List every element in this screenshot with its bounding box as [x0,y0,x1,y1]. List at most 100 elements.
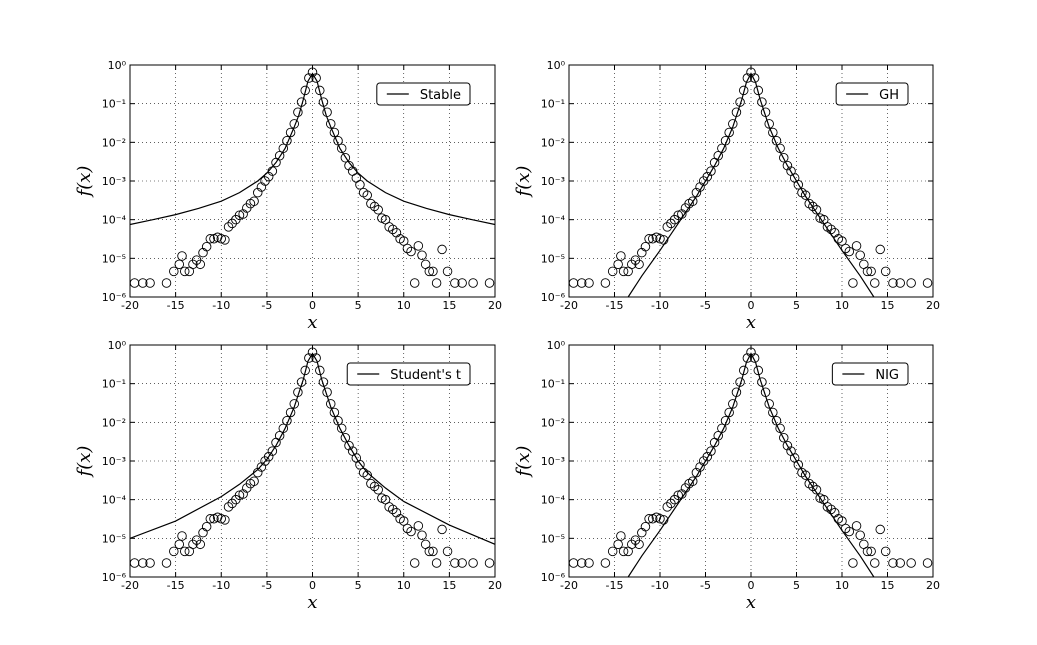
data-point [870,558,880,568]
data-point [457,278,467,288]
y-tick-label: 10⁻⁵ [541,252,565,265]
data-point [355,179,365,190]
data-point [713,430,723,441]
x-tick-label: 20 [488,579,502,592]
legend-label: GH [879,88,899,103]
y-tick-label: 10⁰ [547,339,566,352]
data-point [851,521,862,531]
x-tick-label: -15 [167,579,185,592]
data-point [640,521,651,532]
data-point [315,365,325,376]
data-point [220,515,230,525]
data-point [249,196,259,206]
subplot: -20 -15 -10 -5 0 5 10 15 20 10⁻⁶ 10⁻⁵ 10⁻⁴ 10⁻³ 10⁻² 1… [74,59,502,333]
x-tick-label: -5 [700,579,711,592]
data-point [300,85,310,96]
data-point [417,250,427,261]
data-point [366,478,376,489]
data-point [428,546,438,557]
y-tick-label: 10⁻² [541,136,565,149]
x-tick-label: -20 [560,299,578,312]
data-point [340,432,351,443]
x-axis-label: x [307,312,317,333]
x-tick-label: 5 [793,299,800,312]
data-point [177,531,187,541]
x-axis-label: x [746,592,756,613]
data-point [344,160,354,171]
legend-label: Stable [420,88,461,103]
data-point [263,171,274,182]
data-point [746,67,756,77]
data-point [862,266,873,277]
data-point [793,459,804,470]
data-point [205,514,216,524]
data-point [311,353,321,363]
x-tick-label: 5 [355,299,362,312]
data-point [161,558,172,568]
x-tick-label: 15 [881,299,895,312]
y-tick-label: 10⁻² [102,136,126,149]
axes-frame [568,344,934,578]
data-point [179,266,190,277]
data-point [848,278,858,288]
x-tick-label: 0 [748,579,755,592]
x-tick-label: -10 [651,299,669,312]
y-tick-label: 10⁻⁴ [541,214,566,227]
x-tick-label: 15 [442,579,456,592]
data-point [662,502,673,512]
y-tick-label: 10⁻⁵ [102,532,126,545]
x-tick-label: -15 [167,299,185,312]
y-tick-label: 10⁻¹ [102,378,126,391]
data-point [201,241,212,252]
y-axis-label: f(x) [74,446,95,479]
legend-box [346,362,471,386]
data-point [252,187,263,198]
data-point [373,485,383,495]
y-tick-label: 10⁻¹ [541,378,565,391]
x-tick-label: 20 [926,579,940,592]
data-point [644,514,654,524]
y-tick-label: 10⁻⁶ [541,571,566,584]
data-point [782,160,793,171]
data-point [804,478,814,489]
data-point [409,278,420,288]
data-point [234,210,245,221]
data-point [468,278,478,288]
legend-box [376,82,471,106]
data-point [450,278,460,288]
data-point [837,516,847,526]
x-tick-label: -10 [651,579,669,592]
data-point [613,539,623,550]
data-point [922,278,933,288]
data-point [706,446,716,456]
data-point [145,558,155,568]
data-point [607,546,618,557]
x-tick-label: -5 [261,579,272,592]
data-point [431,278,442,288]
data-point [584,278,594,288]
data-point [607,266,618,277]
data-point [922,558,933,568]
x-tick-label: 15 [881,579,895,592]
data-point [399,516,409,526]
data-point [808,481,818,492]
data-point [315,85,325,96]
data-point [216,514,226,524]
data-point [613,259,623,270]
data-point [311,73,321,83]
data-point [655,234,665,244]
x-tick-label: 0 [309,579,316,592]
data-point [616,531,626,541]
data-point [706,166,716,176]
y-tick-label: 10⁻⁴ [102,494,127,507]
x-axis-label: x [307,592,317,613]
y-tick-label: 10⁻³ [541,175,565,188]
data-point [870,278,880,288]
data-point [848,558,858,568]
x-tick-label: -15 [606,299,624,312]
y-tick-label: 10⁻⁴ [541,494,566,507]
y-tick-label: 10⁻³ [102,455,126,468]
data-point [779,432,789,443]
data-point [278,143,289,154]
